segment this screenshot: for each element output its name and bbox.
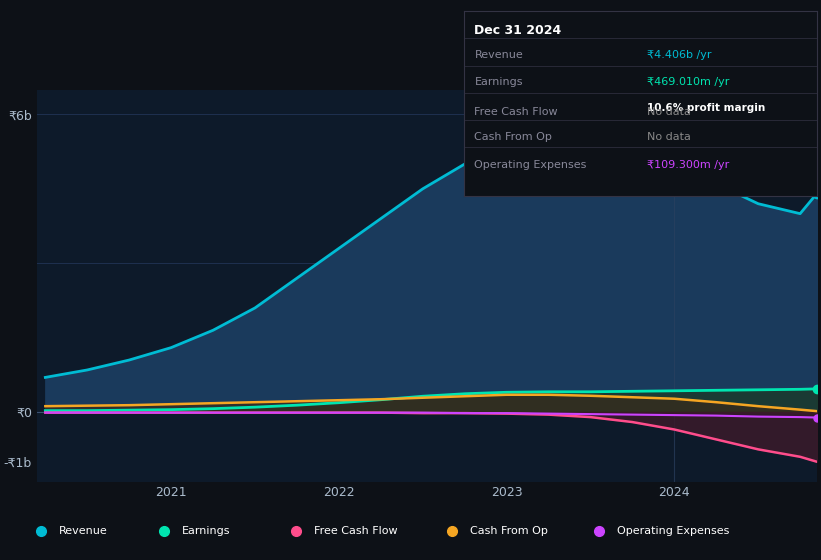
Text: Cash From Op: Cash From Op [475,132,553,142]
Text: No data: No data [648,132,691,142]
Text: Free Cash Flow: Free Cash Flow [475,108,558,117]
Text: 10.6% profit margin: 10.6% profit margin [648,102,766,113]
Text: ₹109.300m /yr: ₹109.300m /yr [648,160,730,170]
Text: Operating Expenses: Operating Expenses [617,526,730,536]
Text: ₹469.010m /yr: ₹469.010m /yr [648,77,730,87]
Text: Free Cash Flow: Free Cash Flow [314,526,397,536]
Text: Cash From Op: Cash From Op [470,526,548,536]
Text: ₹4.406b /yr: ₹4.406b /yr [648,50,712,60]
Text: Revenue: Revenue [59,526,108,536]
Text: Earnings: Earnings [182,526,231,536]
Text: Revenue: Revenue [475,50,523,60]
Text: Earnings: Earnings [475,77,523,87]
Text: Operating Expenses: Operating Expenses [475,160,587,170]
Text: No data: No data [648,108,691,117]
Text: Dec 31 2024: Dec 31 2024 [475,24,562,37]
